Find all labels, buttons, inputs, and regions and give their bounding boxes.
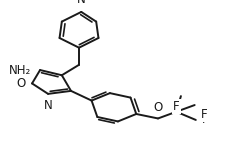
Text: O: O [153, 101, 163, 114]
Text: N: N [44, 99, 52, 112]
Text: F: F [173, 100, 180, 113]
Text: O: O [16, 77, 25, 90]
Text: N: N [77, 0, 86, 6]
Text: F: F [202, 113, 208, 127]
Text: F: F [201, 108, 208, 121]
Text: NH₂: NH₂ [9, 63, 31, 77]
